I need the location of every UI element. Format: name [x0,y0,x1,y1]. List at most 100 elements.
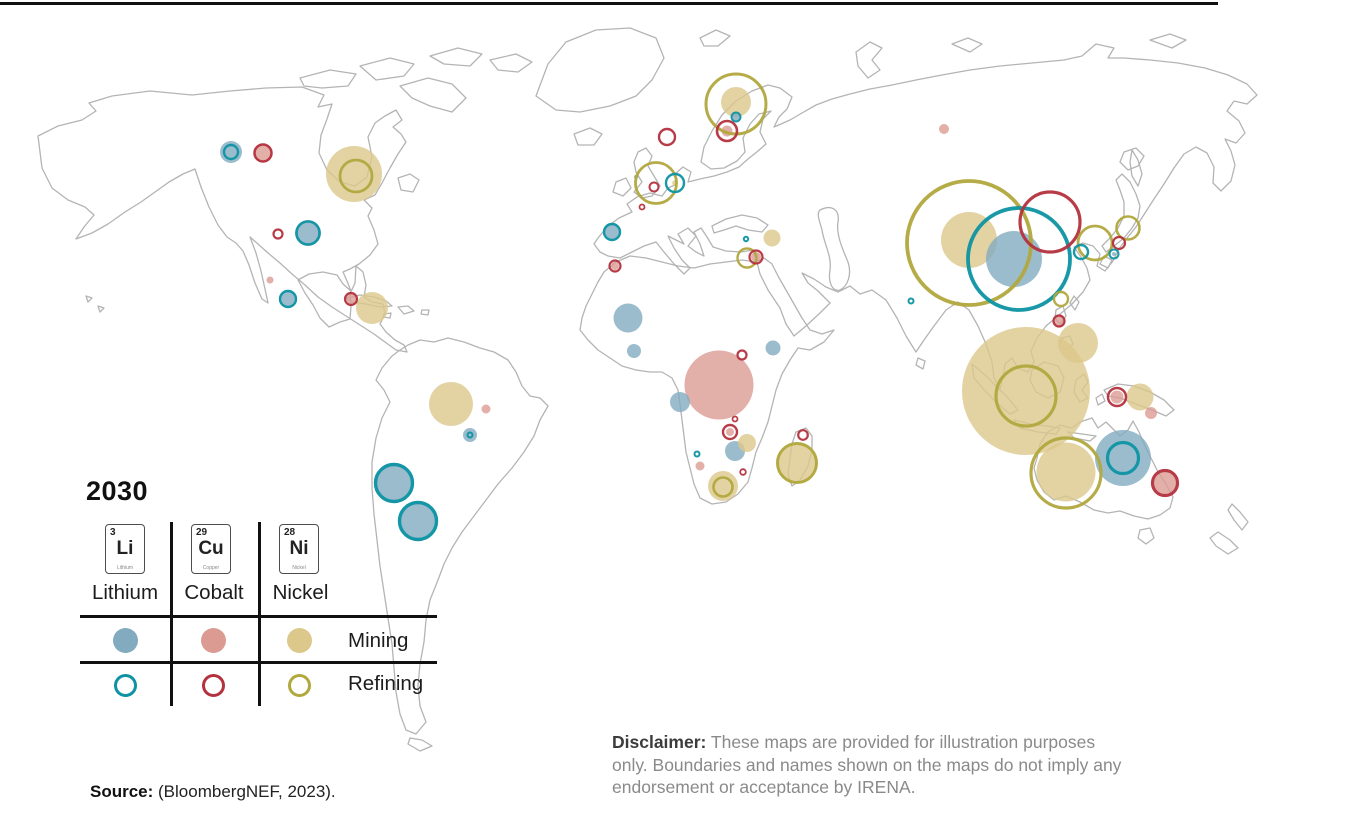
cobalt-mining-marker [695,461,705,471]
lithium-mining-marker [1112,252,1116,256]
source-label: Source: [90,782,154,801]
lithium-mining-marker [613,303,643,333]
cobalt-refining-marker [608,259,622,273]
nickel-mining-marker [763,229,781,247]
lithium-refining-marker [1108,248,1120,260]
atomic-number-copper: 29 [196,527,208,538]
element-symbol-lithium: Li [116,538,134,559]
map-legend: 2030 3 Li Lithium 29 Cu Copper 28 Ni Nic… [80,476,448,714]
cobalt-refining-marker [748,249,764,265]
element-name-lithium: Lithium [116,565,134,571]
legend-swatch-nickel-mining [287,628,312,653]
nickel-mining-marker [1036,442,1096,502]
nickel-mining-marker [776,442,818,484]
nickel-refining-marker [1115,215,1141,241]
cobalt-mining-marker [1154,472,1176,494]
cobalt-refining-marker [1150,468,1180,498]
lithium-mining-marker [398,501,438,541]
cobalt-refining-marker [739,468,747,476]
mining-markers-layer [220,87,1176,541]
lithium-refining-marker [1105,440,1141,476]
lithium-mining-marker [279,290,297,308]
lithium-mining-marker [463,428,477,442]
legend-swatch-lithium-mining [113,628,138,653]
element-tile-nickel: 28 Ni Nickel [279,524,319,574]
coastline-hawaii [85,295,105,313]
coastline-greenland [535,27,665,146]
legend-column-label-nickel: Nickel [272,581,329,604]
cobalt-mining-marker [1110,390,1124,404]
coastline-north-america [37,86,408,353]
coastline-inland-seas [711,207,851,291]
coastline-newfoundland [397,173,420,193]
cobalt-mining-marker [611,262,619,270]
disclaimer-label: Disclaimer: [612,732,707,752]
cobalt-refining-marker [736,349,748,361]
cobalt-mining-marker [253,143,273,163]
nickel-mining-marker [962,327,1090,455]
cobalt-refining-marker [648,181,660,193]
coastline-british-isles [612,147,661,199]
cobalt-refining-marker [272,228,284,240]
cobalt-mining-marker [345,293,357,305]
legend-row-label-refining: Refining [348,672,424,695]
cobalt-refining-marker [721,423,739,441]
lithium-refining-marker [907,297,915,305]
cobalt-refining-marker [253,143,273,163]
cobalt-mining-marker [939,124,949,134]
nickel-refining-marker [712,476,734,498]
cobalt-mining-marker [266,276,274,284]
lithium-mining-marker [295,220,321,246]
nickel-mining-marker [738,434,756,452]
lithium-refining-marker [397,500,439,542]
cobalt-mining-marker [726,428,734,436]
lithium-refining-marker [1072,243,1090,261]
cobalt-refining-marker [1106,386,1128,408]
nickel-refining-marker [1052,290,1070,308]
lithium-mining-marker [374,463,414,503]
element-name-copper: Copper [202,565,220,571]
element-symbol-copper: Cu [198,538,224,559]
cobalt-refining-marker [638,203,646,211]
legend-divider-horizontal-1 [80,615,437,618]
lithium-mining-marker [986,231,1042,287]
cobalt-refining-marker [343,291,359,307]
legend-divider-vertical-1 [170,522,173,706]
lithium-refining-marker [295,220,321,246]
nickel-refining-marker [338,158,374,194]
lithium-refining-marker [373,462,415,504]
legend-swatch-nickel-refining [288,674,311,697]
lithium-refining-marker [742,235,750,243]
legend-column-label-cobalt: Cobalt [184,581,244,604]
coastline-east-asia-islands [1054,147,1145,351]
lithium-refining-marker [602,222,622,242]
nickel-refining-marker [634,161,678,205]
top-rule [0,2,1218,5]
legend-row-label-mining: Mining [348,629,409,652]
nickel-refining-marker [994,364,1058,428]
nickel-refining-marker [905,179,1033,307]
nickel-mining-marker [326,146,382,202]
lithium-refining-marker [693,450,701,458]
nickel-mining-marker [356,292,388,324]
cobalt-mining-marker [1145,407,1157,419]
nickel-refining-marker [736,247,758,269]
legend-swatch-cobalt-mining [201,628,226,653]
lithium-refining-marker [730,111,742,123]
cobalt-mining-marker [481,404,491,414]
disclaimer-text: These maps are provided for illustration… [612,732,1122,798]
cobalt-refining-marker [715,119,739,143]
nickel-refining-marker [776,442,818,484]
source-note: Source: (BloombergNEF, 2023). [90,782,336,802]
disclaimer-note: Disclaimer: These maps are provided for … [612,731,1130,799]
coastline-arctic-islands [299,47,533,113]
source-text: (BloombergNEF, 2023). [153,782,336,801]
legend-swatch-lithium-refining [114,674,137,697]
nickel-mining-marker [941,212,997,268]
nickel-mining-marker [1126,383,1154,411]
lithium-mining-marker [603,223,621,241]
nickel-mining-marker [1058,323,1098,363]
coastline-polar-islands [699,29,1187,79]
